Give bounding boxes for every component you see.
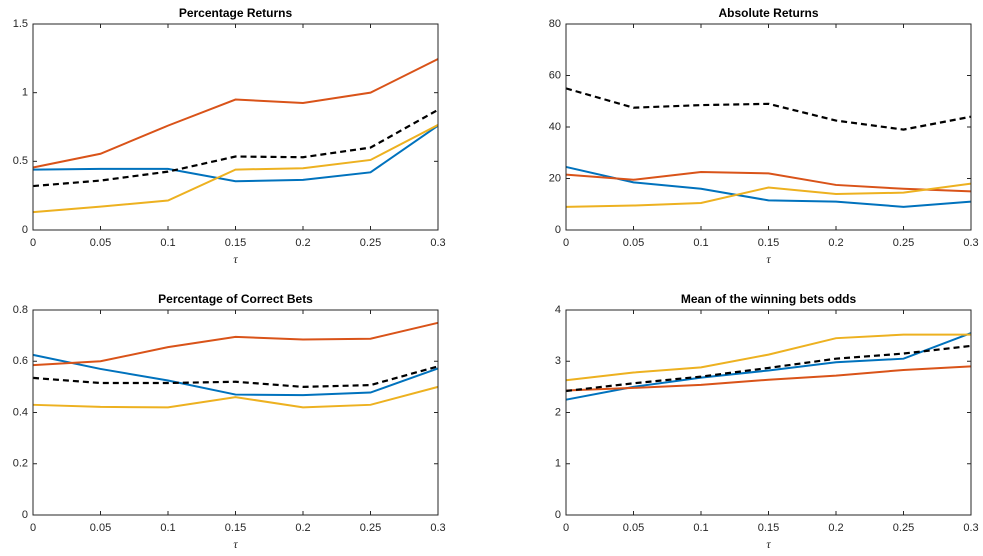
- y-tick-label: 60: [549, 69, 561, 81]
- x-tick-label: 0.3: [430, 237, 445, 249]
- series-line: [565, 344, 972, 393]
- series-line: [32, 124, 439, 183]
- y-tick-label: 0.4: [13, 406, 28, 418]
- x-tick-label: 0.15: [758, 237, 779, 249]
- y-tick-label: 0.8: [13, 304, 28, 316]
- x-tick-label: 0: [30, 237, 36, 249]
- y-tick-label: 0: [22, 224, 28, 236]
- y-tick-label: 40: [549, 121, 561, 133]
- series-line: [32, 124, 439, 214]
- chart-title: Mean of the winning bets odds: [681, 292, 857, 306]
- x-tick-label: 0.25: [360, 237, 381, 249]
- x-tick-label: 0.2: [295, 237, 310, 249]
- chart-title: Percentage of Correct Bets: [158, 292, 313, 306]
- x-tick-label: 0: [563, 522, 569, 534]
- subplot: Percentage of Correct Bets 0 0.05 0.1 0.15 0.…: [13, 292, 446, 551]
- y-tick-label: 0.5: [13, 155, 28, 167]
- x-tick-label: 0.3: [963, 237, 978, 249]
- chart-title: Percentage Returns: [179, 6, 293, 20]
- x-tick-label: 0.1: [160, 522, 175, 534]
- x-tick-label: 0.15: [225, 522, 246, 534]
- series-line: [32, 365, 439, 388]
- series-line: [565, 365, 972, 392]
- x-tick-label: 0.15: [758, 522, 779, 534]
- x-tick-label: 0.1: [693, 237, 708, 249]
- chart-title: Absolute Returns: [718, 6, 818, 20]
- x-tick-label: 0.1: [693, 522, 708, 534]
- x-tick-label: 0: [30, 522, 36, 534]
- y-tick-label: 0.2: [13, 458, 28, 470]
- y-tick-label: 20: [549, 172, 561, 184]
- y-tick-label: 1.5: [13, 18, 28, 30]
- x-tick-label: 0.05: [623, 237, 644, 249]
- x-tick-label: 0.15: [225, 237, 246, 249]
- x-tick-label: 0.05: [90, 237, 111, 249]
- series-line: [32, 385, 439, 409]
- x-axis-label: τ: [233, 252, 238, 266]
- x-tick-label: 0.2: [828, 522, 843, 534]
- axes-box: [565, 309, 972, 516]
- series-line: [565, 182, 972, 208]
- subplot: Absolute Returns 0 0.05 0.1 0.15 0.2 0.25 0.3 0 2…: [549, 6, 979, 266]
- subplot: Mean of the winning bets odds 0 0.05 0.1 0.1…: [555, 292, 979, 551]
- x-tick-label: 0.3: [430, 522, 445, 534]
- x-tick-label: 0.25: [893, 522, 914, 534]
- x-axis-label: τ: [233, 537, 238, 551]
- series-line: [565, 332, 972, 401]
- y-tick-label: 0: [555, 224, 561, 236]
- axes-box: [32, 23, 439, 231]
- series-line: [565, 171, 972, 193]
- y-tick-label: 1: [22, 87, 28, 99]
- x-tick-label: 0.05: [623, 522, 644, 534]
- x-tick-label: 0.2: [828, 237, 843, 249]
- series-line: [32, 353, 439, 397]
- x-axis-label: τ: [766, 252, 771, 266]
- x-tick-label: 0.2: [295, 522, 310, 534]
- x-axis-label: τ: [766, 537, 771, 551]
- subplot: Percentage Returns 0 0.05 0.1 0.15 0.2 0.25 0.3…: [13, 6, 446, 266]
- x-tick-label: 0.3: [963, 522, 978, 534]
- y-tick-label: 3: [555, 355, 561, 367]
- x-tick-label: 0.05: [90, 522, 111, 534]
- axes-box: [32, 309, 439, 516]
- y-tick-label: 1: [555, 458, 561, 470]
- series-line: [565, 333, 971, 382]
- series-line: [32, 108, 439, 188]
- axes-box: [565, 23, 972, 231]
- y-tick-label: 0: [22, 509, 28, 521]
- y-tick-label: 80: [549, 18, 561, 30]
- y-tick-label: 2: [555, 406, 561, 418]
- y-tick-label: 0.6: [13, 355, 28, 367]
- series-line: [565, 165, 972, 208]
- y-tick-label: 4: [555, 304, 561, 316]
- y-tick-label: 0: [555, 509, 561, 521]
- series-line: [565, 87, 972, 131]
- x-tick-label: 0.25: [893, 237, 914, 249]
- series-line: [32, 58, 439, 169]
- x-tick-label: 0.25: [360, 522, 381, 534]
- series-line: [32, 321, 439, 367]
- x-tick-label: 0: [563, 237, 569, 249]
- x-tick-label: 0.1: [160, 237, 175, 249]
